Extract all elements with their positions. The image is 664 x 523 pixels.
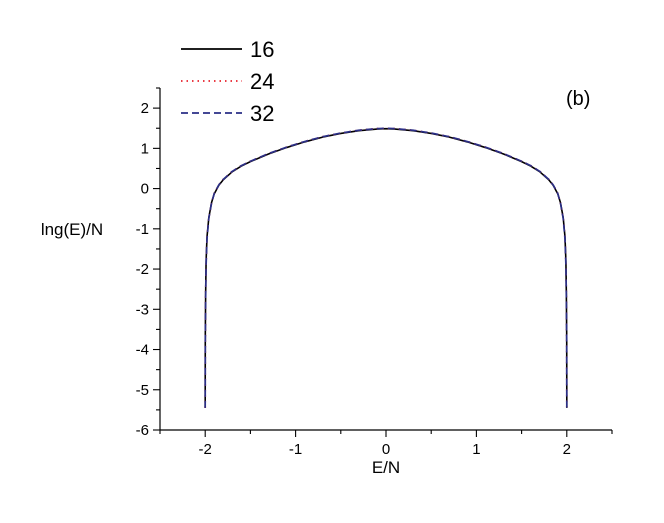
series-line-24 (204, 127, 568, 408)
x-axis-label: E/N (372, 458, 400, 477)
legend-label-24: 24 (250, 69, 274, 94)
x-tick-label: -1 (289, 441, 302, 458)
axes (159, 88, 612, 431)
y-tick-label: -2 (136, 261, 149, 278)
x-tick-label: 2 (563, 441, 571, 458)
y-tick-label: 2 (141, 100, 149, 117)
x-tick-label: -2 (199, 441, 212, 458)
series-layer (204, 127, 568, 408)
y-axis-label: lng(E)/N (41, 220, 103, 239)
x-ticks: -2 -1 0 1 2 (159, 430, 613, 458)
legend-label-16: 16 (250, 37, 274, 62)
legend: 16 24 32 (181, 37, 274, 126)
x-tick-label: 0 (382, 441, 390, 458)
y-tick-label: -4 (136, 342, 149, 359)
y-tick-label: 0 (141, 181, 149, 198)
series-line-16 (204, 127, 568, 408)
y-ticks: -6 -5 -4 -3 -2 -1 0 1 2 (136, 87, 160, 439)
y-tick-label: -5 (136, 382, 149, 399)
y-tick-label: -1 (136, 221, 149, 238)
y-tick-label: 1 (141, 140, 149, 157)
legend-label-32: 32 (250, 101, 274, 126)
x-tick-label: 1 (472, 441, 480, 458)
series-line-32 (204, 127, 568, 408)
y-tick-label: -3 (136, 301, 149, 318)
y-tick-label: -6 (136, 422, 149, 439)
panel-label: (b) (566, 88, 590, 110)
